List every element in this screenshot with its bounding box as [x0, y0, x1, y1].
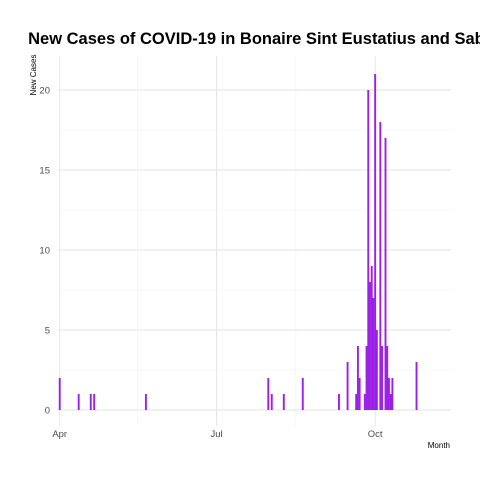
bar [367, 90, 370, 410]
x-tick-label: Jul [211, 429, 223, 440]
y-tick-label: 0 [45, 406, 50, 417]
chart-title: New Cases of COVID-19 in Bonaire Sint Eu… [28, 30, 480, 48]
bar [384, 138, 387, 410]
bar [267, 378, 270, 410]
x-tick-labels: Apr Jul Oct [52, 429, 383, 440]
bar-layer [58, 74, 418, 410]
x-tick-label: Apr [52, 429, 67, 440]
bar [282, 394, 285, 410]
bar [89, 394, 92, 410]
bar [381, 346, 384, 410]
bar [356, 346, 359, 410]
bar [370, 266, 373, 410]
bar [358, 378, 361, 410]
grid-layer [58, 56, 451, 426]
x-axis-title: Month [428, 441, 450, 450]
bar [372, 298, 375, 410]
bar [365, 346, 368, 410]
bar [338, 394, 340, 410]
bar [415, 362, 418, 410]
y-tick-labels: 0 5 10 15 20 [39, 86, 50, 417]
bar [355, 394, 358, 410]
y-axis-title: New Cases [29, 55, 38, 96]
bar [387, 378, 390, 410]
bar [363, 394, 366, 410]
y-tick-label: 10 [39, 246, 50, 257]
y-tick-label: 20 [39, 86, 50, 97]
bar [369, 282, 371, 410]
bar [389, 394, 392, 410]
bar [391, 378, 394, 410]
bar [77, 394, 80, 410]
bar [375, 330, 378, 410]
bar [270, 394, 273, 410]
bar [144, 394, 147, 410]
bar [379, 122, 382, 410]
bar [58, 378, 61, 410]
bar [346, 362, 349, 410]
y-tick-label: 5 [45, 326, 50, 337]
y-tick-label: 15 [39, 166, 50, 177]
bar [386, 346, 389, 410]
bar [374, 74, 377, 410]
x-tick-label: Oct [368, 429, 383, 440]
bar [301, 378, 304, 410]
bar [93, 394, 96, 410]
